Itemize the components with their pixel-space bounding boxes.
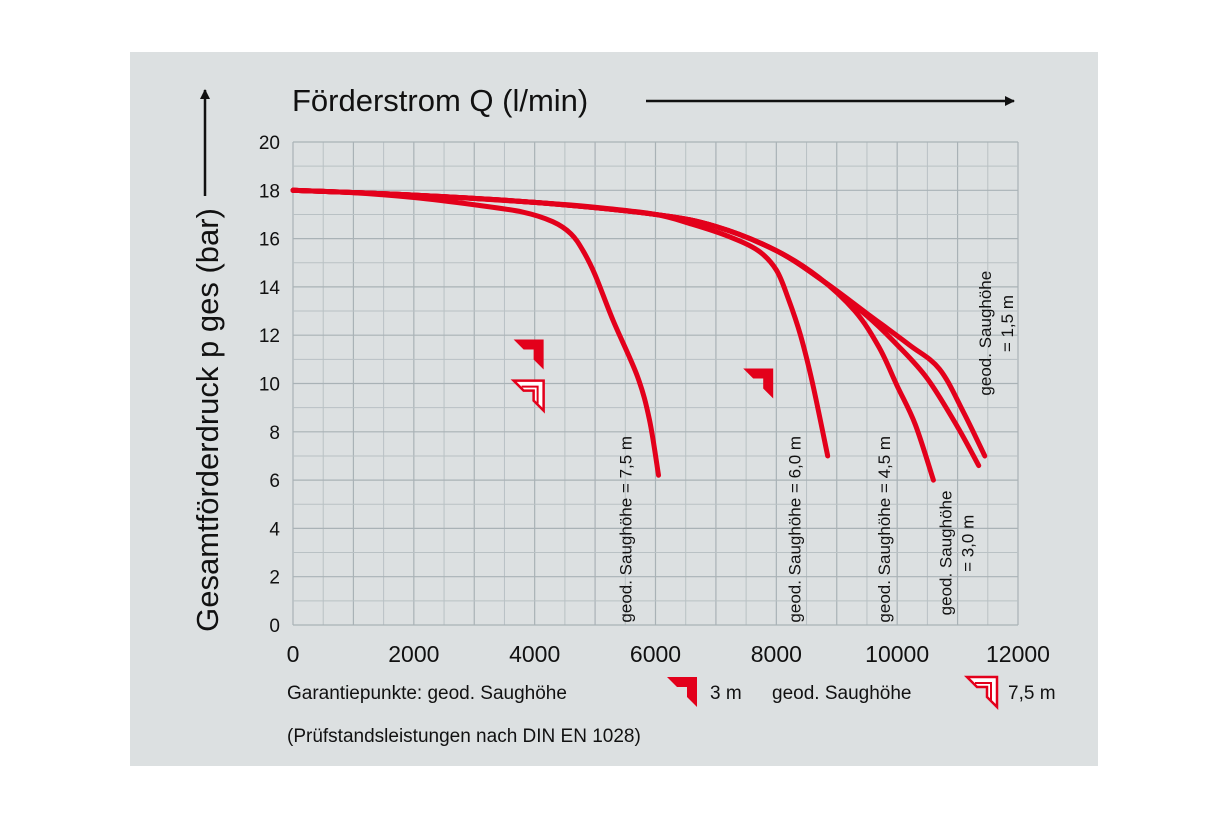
marker-inner xyxy=(521,385,539,404)
curve-label-text: geod. Saughöhe xyxy=(976,271,995,396)
y-tick-label: 20 xyxy=(259,133,280,154)
curve-label-3: geod. Saughöhe = 4,5 m xyxy=(875,436,894,623)
x-tick-label: 12000 xyxy=(986,641,1050,667)
y-tick-label: 18 xyxy=(259,181,280,202)
curve-label-text: geod. Saughöhe = 7,5 m xyxy=(616,436,635,623)
y-tick-label: 0 xyxy=(269,616,280,637)
marker-inner xyxy=(975,682,992,700)
y-tick-label: 6 xyxy=(269,471,280,492)
legend-marker-outline xyxy=(963,675,999,711)
curve-series-4 xyxy=(290,187,982,469)
legend-marker-filled xyxy=(667,677,697,707)
marker-shape xyxy=(743,368,774,399)
y-tick-label: 16 xyxy=(259,230,280,251)
tick-labels: 0 2000 4000 6000 8000 10000 12000 0 2 4 6 8 10 12 14 16… xyxy=(259,133,1050,667)
x-tick-label: 0 xyxy=(287,641,300,667)
legend-marker-filled-shape xyxy=(667,677,697,707)
y-tick-label: 4 xyxy=(269,519,280,540)
curves xyxy=(290,187,988,483)
legend-marker-outline-shape xyxy=(963,675,999,711)
curve-series-1 xyxy=(290,187,662,478)
marker-shape xyxy=(513,339,544,370)
curve-label-text: geod. Saughöhe = 4,5 m xyxy=(875,436,894,623)
curve-label-4: geod. Saughöhe = 3,0 m xyxy=(937,491,978,616)
marker-shape xyxy=(667,677,697,707)
x-tick-label: 6000 xyxy=(630,641,681,667)
guarantee-markers xyxy=(510,339,774,414)
curve-label-2: geod. Saughöhe = 6,0 m xyxy=(786,436,805,623)
legend-text-saughoehe: geod. Saughöhe xyxy=(772,683,911,704)
marker-shape xyxy=(510,379,545,414)
legend-text-guarantee: Garantiepunkte: geod. Saughöhe xyxy=(287,683,567,704)
guarantee-marker-filled xyxy=(743,368,774,399)
y-axis-title: Gesamtförderdruck p ges (bar) xyxy=(190,208,225,632)
curve-label-text: geod. Saughöhe = 6,0 m xyxy=(786,436,805,623)
legend-label-3m: 3 m xyxy=(710,683,742,704)
curve-label-5: geod. Saughöhe = 1,5 m xyxy=(976,271,1017,396)
x-tick-label: 2000 xyxy=(388,641,439,667)
y-tick-label: 10 xyxy=(259,375,280,396)
x-tick-label: 8000 xyxy=(751,641,802,667)
footnote: (Prüfstandsleistungen nach DIN EN 1028) xyxy=(287,726,641,747)
curve-label-text: geod. Saughöhe xyxy=(937,491,956,616)
curve-label-1: geod. Saughöhe = 7,5 m xyxy=(616,436,635,623)
legend-label-7-5m: 7,5 m xyxy=(1008,683,1056,704)
y-tick-label: 14 xyxy=(259,278,281,299)
x-axis-title: Förderstrom Q (l/min) xyxy=(292,83,588,118)
guarantee-marker-outline xyxy=(510,379,545,414)
curve-labels: geod. Saughöhe = 7,5 m geod. Saughöhe = 6… xyxy=(616,271,1016,623)
y-tick-label: 2 xyxy=(269,568,280,589)
x-tick-label: 4000 xyxy=(509,641,560,667)
y-tick-label: 8 xyxy=(269,423,280,444)
guarantee-marker-filled xyxy=(513,339,544,370)
curve-label-text: = 1,5 m xyxy=(998,295,1017,352)
marker-shape xyxy=(963,675,999,711)
curve-series-2 xyxy=(290,187,831,459)
chart-panel xyxy=(130,52,1098,766)
curve-series-5 xyxy=(290,187,988,459)
x-tick-label: 10000 xyxy=(865,641,929,667)
y-tick-label: 12 xyxy=(259,326,280,347)
curve-label-text: = 3,0 m xyxy=(959,515,978,572)
